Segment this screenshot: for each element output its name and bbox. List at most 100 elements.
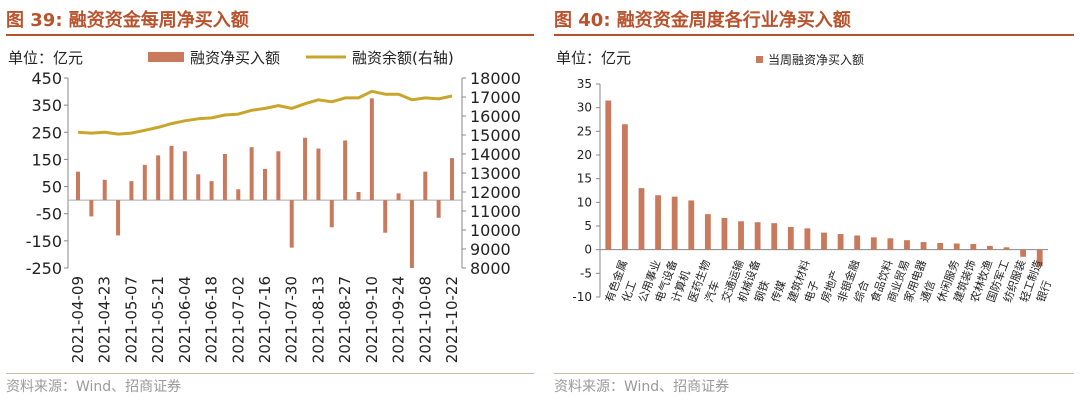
bar	[396, 193, 401, 201]
bar	[721, 217, 728, 250]
bar	[870, 237, 877, 250]
bar	[671, 196, 678, 250]
y-right-tick-label: 9000	[470, 240, 511, 259]
bar	[450, 158, 454, 201]
right-figure-panel: 图 40: 融资资金周度各行业净买入额 单位：亿元 当周融资净买入额 35 30 2…	[548, 0, 1080, 402]
bar	[129, 181, 134, 201]
bar	[1020, 249, 1027, 257]
balance-line	[77, 89, 453, 136]
y-left-tick-label: 150	[31, 150, 62, 169]
legend-bar-swatch	[756, 56, 763, 63]
bar	[621, 124, 628, 250]
y-tick-label: 30	[577, 101, 592, 115]
title-rule	[554, 34, 1074, 36]
bar	[688, 200, 695, 250]
bar	[303, 137, 308, 201]
bar	[169, 145, 174, 201]
bar	[276, 151, 281, 201]
source-note: 资料来源：Wind、招商证券	[6, 379, 182, 395]
bar	[329, 200, 334, 228]
y-right-tick-label: 18000	[470, 69, 521, 88]
bar	[605, 100, 612, 250]
x-tick-label: 2021-09-10	[363, 276, 381, 363]
title-rule	[6, 34, 534, 36]
y-tick-label: -10	[572, 290, 592, 304]
bar	[1003, 247, 1010, 250]
unit-label: 单位：亿元	[556, 49, 631, 67]
bar	[704, 214, 711, 250]
bar	[356, 192, 361, 201]
bar	[638, 188, 645, 250]
y-left-tick-label: -150	[26, 232, 62, 251]
bar	[821, 232, 827, 250]
y-right-tick-label: 13000	[470, 164, 521, 183]
y-right-tick-label: 16000	[470, 107, 521, 126]
y-tick-label: 20	[577, 148, 592, 162]
figure-title: 图 39: 融资资金每周净买入额	[6, 10, 249, 31]
bar	[920, 242, 927, 250]
bar	[423, 171, 428, 201]
y-right-tick-label: 15000	[470, 126, 521, 145]
legend-bar-label: 融资净买入额	[190, 49, 280, 67]
y-left-tick-label: -50	[36, 205, 62, 224]
bar	[102, 179, 107, 201]
bar	[655, 195, 661, 250]
x-tick-label: 2021-05-21	[149, 276, 167, 363]
bar	[76, 171, 80, 201]
bar	[953, 243, 960, 250]
y-right-tick-label: 17000	[470, 88, 521, 107]
y-right-tick-label: 10000	[470, 221, 521, 240]
left-figure-panel: 图 39: 融资资金每周净买入额 单位：亿元 融资净买入额 融资余额(右轴) 4…	[6, 10, 534, 395]
bar	[142, 164, 147, 201]
x-tick-label: 2021-10-08	[416, 276, 434, 363]
x-tick-label: 2021-10-22	[443, 276, 461, 363]
bar	[369, 98, 374, 201]
bar	[937, 243, 944, 250]
bar	[343, 140, 348, 201]
legend-line-label: 融资余额(右轴)	[352, 49, 454, 67]
y-left-tick-label: -250	[26, 259, 62, 278]
x-tick-label: 2021-06-18	[203, 276, 221, 363]
x-tick-label: 2021-08-13	[309, 276, 327, 363]
bar	[970, 243, 977, 250]
x-tick-label: 2021-06-04	[176, 276, 194, 363]
y-left-tick-label: 350	[31, 96, 62, 115]
bar	[249, 147, 254, 201]
legend-bar-swatch	[148, 52, 184, 62]
y-tick-label: 35	[577, 77, 592, 91]
y-left-tick-label: 50	[42, 178, 62, 197]
x-tick-label: 2021-04-23	[96, 276, 114, 363]
x-tick-label: 2021-05-07	[122, 276, 140, 363]
bar	[837, 234, 844, 250]
y-left-tick-label: 450	[31, 69, 62, 88]
bar	[116, 200, 121, 236]
bar	[987, 245, 993, 250]
y-left-tick-label: 250	[31, 123, 62, 142]
x-tick-label: 2021-08-27	[336, 276, 354, 363]
footer-rule	[6, 373, 534, 374]
bar	[182, 151, 187, 201]
x-tick-label: 2021-07-02	[229, 276, 247, 363]
footer-rule	[554, 373, 1074, 374]
bar	[222, 154, 227, 201]
bar	[1036, 249, 1043, 267]
bar	[887, 238, 894, 250]
y-tick-label: 15	[577, 172, 592, 186]
bar	[804, 228, 811, 250]
bar	[209, 181, 214, 201]
bar	[316, 148, 321, 201]
bar	[236, 189, 241, 201]
y-right-tick-label: 12000	[470, 183, 521, 202]
bar	[89, 200, 94, 217]
bar	[263, 168, 267, 201]
bar	[787, 226, 794, 250]
y-right-tick-label: 11000	[470, 202, 521, 221]
y-tick-label: -5	[580, 266, 592, 280]
bar	[771, 223, 778, 250]
bar	[196, 174, 201, 201]
bar	[436, 200, 441, 218]
figure-title: 图 40: 融资资金周度各行业净买入额	[554, 10, 851, 31]
source-note: 资料来源：Wind、招商证券	[554, 379, 730, 395]
y-tick-label: 10	[577, 195, 592, 209]
